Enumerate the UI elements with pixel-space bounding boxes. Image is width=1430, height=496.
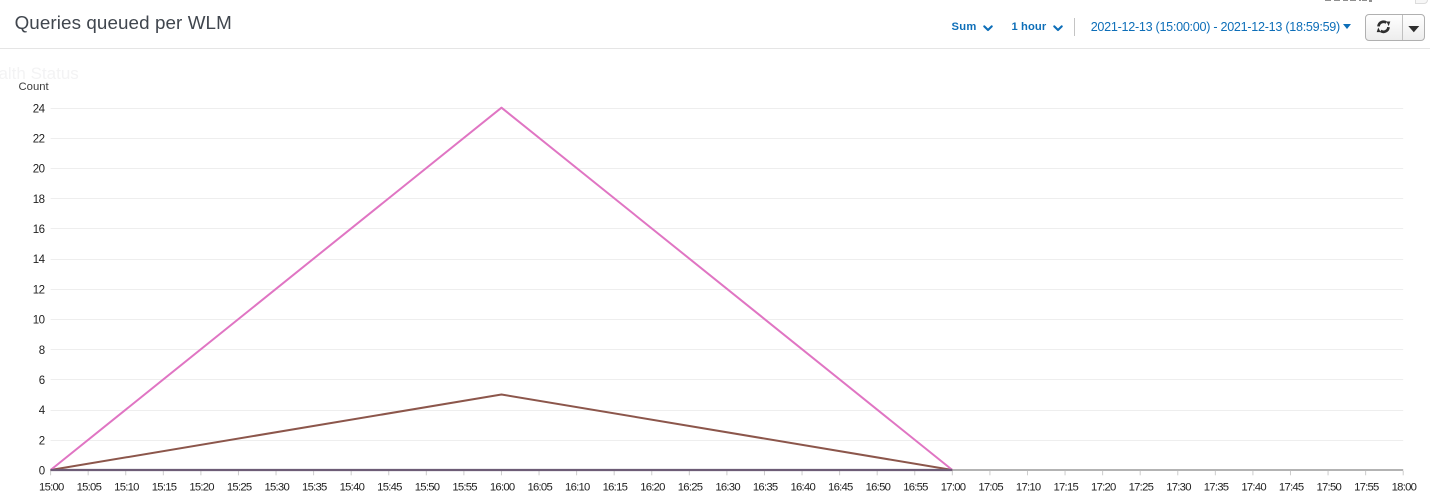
- svg-text:17:30: 17:30: [1166, 482, 1191, 494]
- svg-text:16:25: 16:25: [678, 482, 703, 494]
- svg-text:15:35: 15:35: [302, 482, 327, 494]
- svg-text:15:05: 15:05: [77, 482, 102, 494]
- svg-text:16: 16: [33, 224, 45, 236]
- svg-text:16:30: 16:30: [715, 482, 740, 494]
- svg-text:17:25: 17:25: [1129, 482, 1154, 494]
- svg-text:16:40: 16:40: [790, 482, 815, 494]
- svg-text:8: 8: [39, 345, 45, 357]
- svg-text:15:10: 15:10: [114, 482, 139, 494]
- svg-text:17:00: 17:00: [941, 482, 966, 494]
- svg-text:16:55: 16:55: [903, 482, 928, 494]
- svg-text:17:45: 17:45: [1279, 482, 1304, 494]
- svg-text:0: 0: [39, 466, 45, 478]
- svg-text:17:40: 17:40: [1241, 482, 1266, 494]
- svg-text:17:05: 17:05: [978, 482, 1003, 494]
- svg-text:16:10: 16:10: [565, 482, 590, 494]
- svg-text:4: 4: [39, 405, 46, 417]
- svg-text:20: 20: [33, 164, 45, 176]
- svg-text:17:50: 17:50: [1316, 482, 1341, 494]
- svg-text:Count: Count: [19, 81, 50, 93]
- svg-text:15:25: 15:25: [227, 482, 252, 494]
- svg-text:18:00: 18:00: [1392, 482, 1417, 494]
- svg-text:15:50: 15:50: [415, 482, 440, 494]
- svg-text:17:15: 17:15: [1053, 482, 1078, 494]
- svg-text:16:45: 16:45: [828, 482, 853, 494]
- svg-text:15:40: 15:40: [340, 482, 365, 494]
- svg-text:17:20: 17:20: [1091, 482, 1116, 494]
- svg-text:15:00: 15:00: [39, 482, 64, 494]
- svg-text:16:15: 16:15: [603, 482, 628, 494]
- svg-text:12: 12: [33, 284, 45, 296]
- svg-text:17:35: 17:35: [1204, 482, 1229, 494]
- svg-text:16:20: 16:20: [640, 482, 665, 494]
- svg-text:15:15: 15:15: [152, 482, 177, 494]
- svg-text:16:05: 16:05: [527, 482, 552, 494]
- svg-text:22: 22: [33, 133, 45, 145]
- svg-text:10: 10: [33, 315, 45, 327]
- svg-text:2: 2: [39, 435, 45, 447]
- svg-text:15:30: 15:30: [264, 482, 289, 494]
- svg-text:16:00: 16:00: [490, 482, 515, 494]
- svg-text:24: 24: [33, 103, 46, 115]
- svg-text:17:10: 17:10: [1016, 482, 1041, 494]
- svg-text:15:20: 15:20: [189, 482, 214, 494]
- svg-text:15:55: 15:55: [452, 482, 477, 494]
- svg-text:16:35: 16:35: [753, 482, 778, 494]
- svg-text:18: 18: [33, 194, 45, 206]
- svg-text:17:55: 17:55: [1354, 482, 1379, 494]
- svg-text:14: 14: [33, 254, 46, 266]
- svg-text:15:45: 15:45: [377, 482, 402, 494]
- svg-text:16:50: 16:50: [866, 482, 891, 494]
- svg-text:6: 6: [39, 375, 45, 387]
